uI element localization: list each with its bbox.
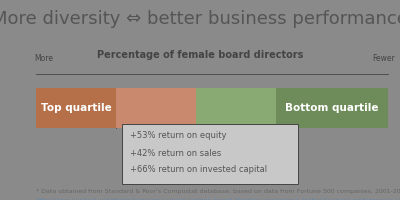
Text: Top quartile: Top quartile bbox=[41, 103, 111, 113]
Text: Percentage of female board directors: Percentage of female board directors bbox=[97, 50, 303, 60]
Text: Bottom quartile: Bottom quartile bbox=[285, 103, 379, 113]
Text: +66% return on invested capital: +66% return on invested capital bbox=[130, 166, 267, 174]
Bar bbox=[36, 88, 116, 128]
Text: +53% return on equity: +53% return on equity bbox=[130, 132, 226, 140]
Text: http://www.catalyst.org/media/companies-more-women-board-directors-experience-hi: http://www.catalyst.org/media/companies-… bbox=[36, 198, 400, 200]
Text: +42% return on sales: +42% return on sales bbox=[130, 148, 221, 158]
Bar bbox=[276, 88, 388, 128]
Text: Fewer: Fewer bbox=[373, 54, 395, 63]
Text: * Data obtained from Standard & Poor's Compustat database; based on data from Fo: * Data obtained from Standard & Poor's C… bbox=[36, 189, 400, 194]
Bar bbox=[116, 88, 196, 128]
Bar bbox=[122, 124, 298, 184]
Bar bbox=[196, 88, 276, 128]
Text: More: More bbox=[34, 54, 54, 63]
Text: More diversity ⇔ better business performance: More diversity ⇔ better business perform… bbox=[0, 10, 400, 28]
